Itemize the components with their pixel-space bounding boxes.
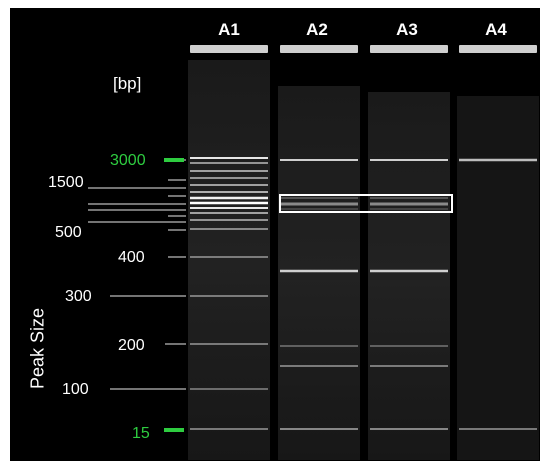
lane-a2-background [278,86,360,460]
axis-unit-label: [bp] [113,74,142,93]
gel-electrophoresis-image [88,60,539,460]
ladder-ticks [88,159,186,390]
ladder-label-200: 200 [118,337,145,354]
target-band-highlight-box [279,194,453,213]
lane-label-a3: A3 [396,20,418,39]
ladder-label-300: 300 [65,288,92,305]
lane-a3-bands [370,159,448,430]
lane-label-a2: A2 [306,20,328,39]
ladder-label-500: 500 [55,224,82,241]
lane-a3-background [368,92,450,460]
lane-a1-bands [190,157,268,430]
marker-3000-tick [164,158,184,162]
lane-bar-a3 [370,45,448,53]
ladder-label-400: 400 [118,249,145,266]
lane-bar-a4 [459,45,537,53]
gel-image-frame: A1 A2 A3 A4 [bp] 3000 1500 500 400 300 2… [10,8,540,461]
lane-bar-a2 [280,45,358,53]
lane-label-a4: A4 [485,20,507,39]
marker-15-tick [164,428,184,432]
marker-label-15: 15 [132,425,150,442]
lane-a4-bands [459,158,537,430]
lane-label-a1: A1 [218,20,240,39]
lane-a4-background [457,96,539,460]
ladder-label-100: 100 [62,381,89,398]
lane-a2-bands [280,159,358,430]
lane-a1-background [188,60,270,460]
y-axis-title: Peak Size [27,307,48,390]
lane-bar-a1 [190,45,268,53]
marker-label-3000: 3000 [110,152,146,169]
ladder-label-1500: 1500 [48,174,84,191]
